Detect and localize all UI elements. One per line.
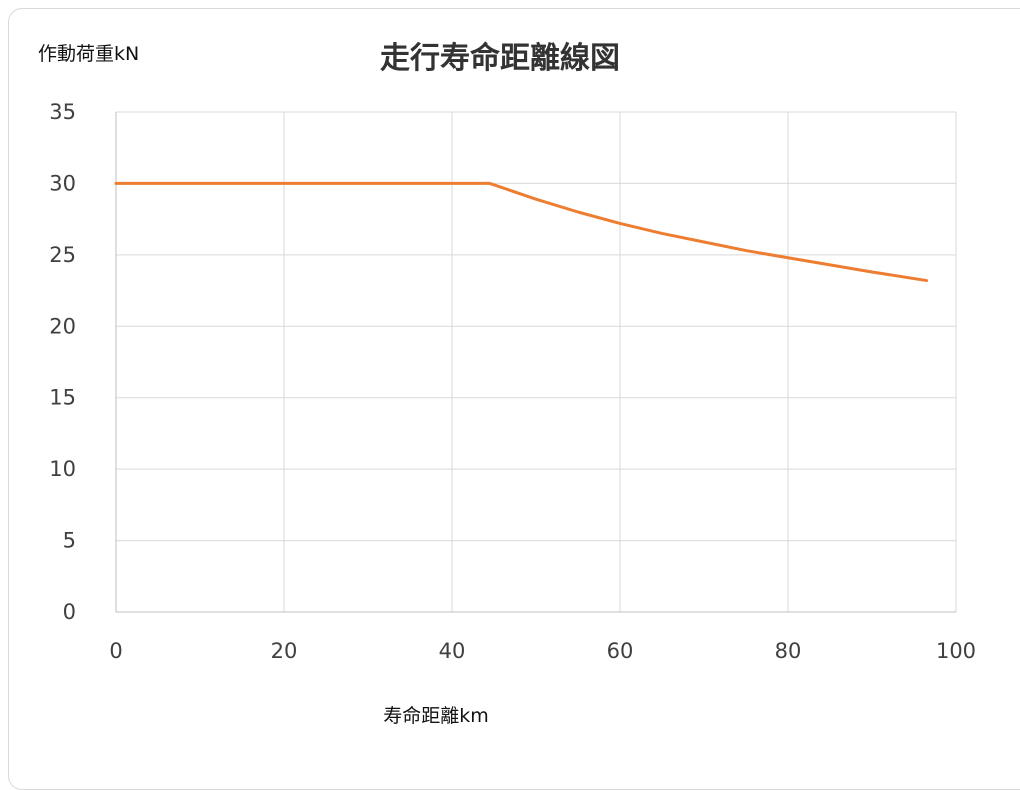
- y-tick-label: 30: [49, 171, 76, 195]
- grid-lines: [116, 111, 957, 612]
- y-axis-title: 作動荷重kN: [38, 43, 139, 65]
- series-line: [114, 181, 929, 283]
- x-tick-label: 0: [109, 639, 122, 663]
- life-distance-chart: 0 5 10 15 20 25 30 35 0 20 40 60 80 100 走行寿命距離線図 作動荷重…: [38, 41, 976, 727]
- axes: [115, 112, 956, 613]
- y-tick-label: 0: [63, 600, 76, 624]
- x-tick-label: 80: [775, 639, 802, 663]
- y-tick-label: 5: [63, 529, 76, 553]
- chart-title: 走行寿命距離線図: [380, 41, 620, 76]
- x-tick-label: 40: [439, 639, 466, 663]
- series-layer: [114, 181, 929, 283]
- y-tick-label: 20: [49, 314, 76, 338]
- chart-frame: [8, 8, 1020, 790]
- y-tick-label: 15: [49, 386, 76, 410]
- x-tick-label: 20: [271, 639, 298, 663]
- y-tick-label: 35: [49, 100, 76, 124]
- y-tick-label: 10: [49, 457, 76, 481]
- x-tick-label: 100: [936, 639, 976, 663]
- x-tick-label: 60: [607, 639, 634, 663]
- y-tick-label: 25: [49, 243, 76, 267]
- tick-labels: 0 5 10 15 20 25 30 35 0 20 40 60 80 100: [49, 100, 976, 663]
- x-axis-title: 寿命距離km: [383, 705, 489, 727]
